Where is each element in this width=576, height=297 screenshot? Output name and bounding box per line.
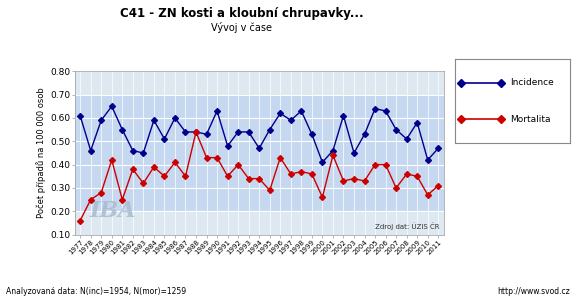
Y-axis label: Počet případů na 100 000 osob: Počet případů na 100 000 osob: [36, 88, 47, 218]
Text: Zdroj dat: ÚZIS ČR: Zdroj dat: ÚZIS ČR: [376, 222, 440, 230]
Bar: [75, 95, 444, 211]
Text: http://www.svod.cz: http://www.svod.cz: [498, 287, 570, 296]
Text: Mortalita: Mortalita: [510, 115, 551, 124]
Text: C41 - ZN kosti a kloubní chrupavky...: C41 - ZN kosti a kloubní chrupavky...: [120, 7, 363, 20]
Text: Analyzovaná data: N(inc)=1954, N(mor)=1259: Analyzovaná data: N(inc)=1954, N(mor)=12…: [6, 287, 186, 296]
Text: Vývoj v čase: Vývoj v čase: [211, 22, 272, 33]
Text: IBA: IBA: [90, 200, 136, 222]
Text: Incidence: Incidence: [510, 78, 554, 87]
